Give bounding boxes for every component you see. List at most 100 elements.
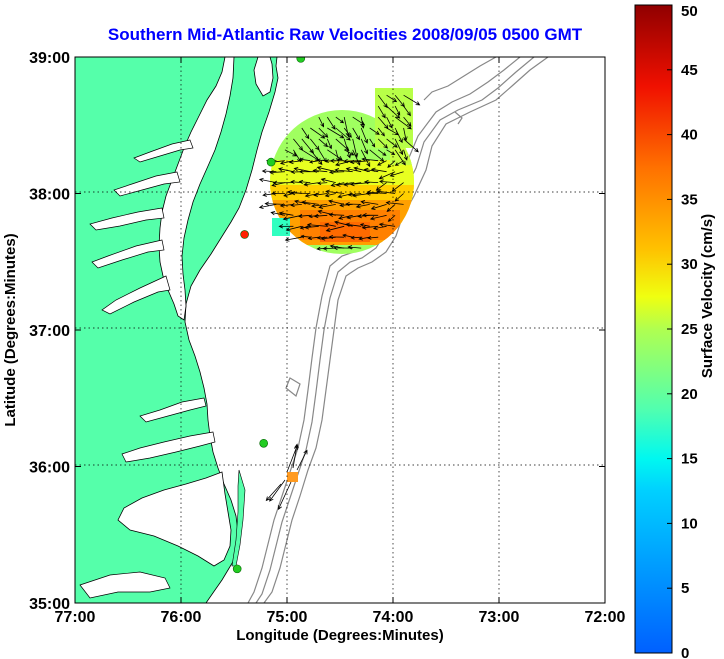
velocity-vector	[387, 215, 396, 222]
velocity-vector	[379, 179, 396, 184]
velocity-vector	[327, 127, 345, 139]
velocity-vector	[347, 245, 362, 250]
velocity-vector	[394, 193, 404, 202]
x-tick-label: 72:00	[585, 609, 626, 626]
velocity-vector	[301, 127, 310, 140]
velocity-vector	[377, 138, 389, 149]
velocity-vector	[344, 149, 355, 156]
velocity-vector	[369, 149, 385, 162]
y-tick-label: 38:00	[29, 187, 70, 204]
colorbar-label: Surface Velocity (cm/s)	[699, 214, 716, 378]
radar-station-marker	[240, 230, 249, 239]
velocity-vector	[386, 149, 396, 156]
velocity-vector	[369, 127, 380, 135]
velocity-vector	[360, 138, 369, 155]
velocity-vector	[386, 94, 398, 103]
velocity-vector	[329, 158, 345, 164]
grid-lines	[75, 57, 605, 603]
velocity-vector	[386, 138, 398, 148]
velocity-vector	[367, 235, 379, 240]
velocity-vector	[290, 203, 302, 208]
velocity-vector	[359, 223, 370, 227]
velocity-vector	[377, 160, 387, 166]
velocity-vector	[335, 182, 353, 187]
velocity-vector	[352, 127, 360, 141]
velocity-vector	[318, 204, 336, 209]
y-tick-label: 36:00	[29, 460, 70, 477]
velocity-vector	[369, 214, 387, 221]
velocity-vector	[377, 105, 386, 119]
velocity-vector	[372, 225, 387, 231]
velocity-vector	[264, 201, 285, 206]
colorbar-tick-label: 30	[681, 256, 698, 273]
velocity-vector	[316, 235, 328, 240]
velocity-vector	[363, 167, 379, 173]
velocity-vector	[313, 192, 328, 197]
velocity-vector	[303, 182, 319, 187]
velocity-vector	[338, 214, 353, 220]
velocity-vector	[292, 443, 299, 469]
colorbar-tick-label: 10	[681, 515, 698, 532]
velocity-vector	[343, 127, 352, 138]
velocity-vector	[335, 127, 351, 141]
isobaths	[247, 57, 549, 603]
velocity-vector	[377, 149, 387, 156]
velocity-vector	[370, 167, 387, 173]
velocity-vector	[345, 222, 362, 227]
colorbar-tick-label: 40	[681, 127, 698, 144]
velocity-vector	[297, 213, 311, 219]
velocity-vector	[328, 169, 345, 175]
velocity-vector	[366, 190, 387, 195]
velocity-vector	[326, 116, 336, 130]
velocity-vector	[394, 160, 404, 166]
velocity-vector	[317, 181, 328, 185]
radar-stations	[232, 57, 306, 574]
velocity-vector	[378, 222, 396, 227]
velocity-vector	[298, 179, 311, 184]
velocity-vector	[285, 225, 302, 232]
velocity-vectors	[258, 94, 421, 510]
velocity-vector	[288, 159, 302, 165]
velocity-vector	[261, 168, 277, 174]
velocity-vector	[283, 193, 294, 197]
velocity-vector	[345, 201, 362, 207]
velocity-vector	[296, 449, 308, 471]
velocity-vector	[316, 158, 328, 163]
velocity-vector	[355, 204, 370, 209]
velocity-vector	[278, 211, 294, 216]
velocity-vector	[290, 179, 302, 185]
velocity-vector	[320, 177, 336, 183]
velocity-vector	[394, 127, 403, 144]
velocity-vector	[318, 127, 329, 138]
velocity-vector	[279, 203, 294, 208]
velocity-vector	[284, 149, 298, 157]
velocity-vector	[278, 167, 294, 173]
velocity-vector	[335, 138, 350, 152]
velocity-vector	[277, 481, 292, 510]
y-tick-label: 39:00	[29, 50, 70, 67]
velocity-vector	[389, 171, 404, 177]
velocity-vector	[403, 116, 412, 127]
velocity-vector	[339, 203, 353, 208]
velocity-vector	[385, 200, 404, 206]
radar-station-marker	[296, 57, 306, 63]
velocity-vector	[362, 213, 379, 218]
pamlico-sound	[117, 471, 232, 567]
velocity-vector	[311, 203, 328, 208]
colorbar-tick-label: 20	[681, 386, 698, 403]
velocity-vector	[318, 138, 329, 148]
velocity-vector	[394, 149, 406, 166]
velocity-vector	[375, 182, 387, 191]
velocity-vector	[325, 189, 345, 194]
velocity-vector	[307, 236, 319, 241]
velocity-vector	[360, 200, 379, 205]
velocity-vector	[335, 149, 340, 163]
velocity-vector	[378, 171, 396, 180]
x-tick-label: 76:00	[161, 609, 202, 626]
velocity-vector	[258, 177, 277, 183]
colorbar-tick-label: 5	[681, 580, 689, 597]
velocity-vector	[361, 157, 379, 162]
velocity-vector	[306, 222, 328, 228]
velocity-vector	[304, 225, 319, 230]
